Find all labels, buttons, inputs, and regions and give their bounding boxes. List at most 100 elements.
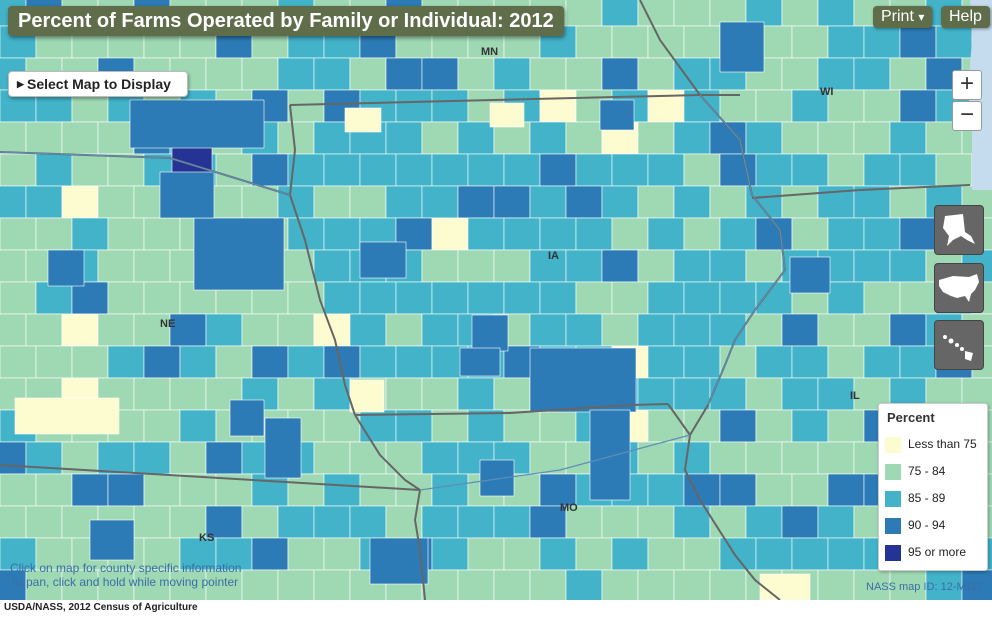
county-cell[interactable] [503,409,541,443]
county-cell[interactable] [889,57,927,91]
zoom-in-button[interactable]: + [952,70,982,100]
county-cell[interactable] [647,537,685,571]
county-cell[interactable] [673,249,711,283]
county-cell[interactable] [277,377,315,411]
county-cell[interactable] [421,505,459,539]
county-cell[interactable] [313,57,351,91]
county-cell[interactable] [241,185,279,219]
county-cell[interactable] [827,25,865,59]
county-cell[interactable] [601,57,639,91]
county-cell[interactable] [385,377,423,411]
county-cell[interactable] [817,0,855,27]
county-cell[interactable] [359,153,397,187]
county-cell[interactable] [539,409,577,443]
county-cell[interactable] [179,473,217,507]
county-cell[interactable] [827,281,865,315]
county-cell[interactable] [863,89,901,123]
county-cell[interactable] [205,441,243,475]
county-cell[interactable] [637,57,675,91]
county-cell[interactable] [601,313,639,347]
county-cell[interactable] [215,537,253,571]
county-cell[interactable] [781,0,819,27]
county-cell[interactable] [143,473,181,507]
county-cell[interactable] [719,281,757,315]
county-cell[interactable] [889,569,927,600]
county-cell[interactable] [169,377,207,411]
county-cell[interactable] [493,57,531,91]
county-cell[interactable] [61,185,99,219]
county-cell[interactable] [359,241,407,279]
county-cell[interactable] [385,185,423,219]
county-cell[interactable] [349,313,387,347]
county-cell[interactable] [457,505,495,539]
county-cell[interactable] [421,57,459,91]
county-cell[interactable] [575,281,613,315]
county-cell[interactable] [143,409,181,443]
county-cell[interactable] [467,409,505,443]
county-cell[interactable] [395,153,433,187]
select-map-button[interactable]: ▶ Select Map to Display [8,71,188,97]
county-cell[interactable] [601,185,639,219]
county-cell[interactable] [25,505,63,539]
county-cell[interactable] [493,121,531,155]
county-cell[interactable] [961,569,992,600]
county-cell[interactable] [0,441,27,475]
county-cell[interactable] [129,99,265,149]
county-cell[interactable] [431,89,469,123]
county-cell[interactable] [431,473,469,507]
county-cell[interactable] [637,121,675,155]
county-cell[interactable] [287,281,325,315]
county-cell[interactable] [97,441,135,475]
county-cell[interactable] [899,153,937,187]
county-cell[interactable] [133,249,171,283]
county-cell[interactable] [745,121,783,155]
county-cell[interactable] [889,121,927,155]
county-cell[interactable] [359,281,397,315]
county-cell[interactable] [719,473,757,507]
county-cell[interactable] [683,345,721,379]
county-cell[interactable] [781,441,819,475]
county-cell[interactable] [611,281,649,315]
county-cell[interactable] [565,0,603,27]
county-cell[interactable] [647,25,685,59]
county-cell[interactable] [853,313,891,347]
county-cell[interactable] [47,249,85,287]
county-cell[interactable] [899,345,937,379]
county-cell[interactable] [313,121,351,155]
county-cell[interactable] [817,57,855,91]
county-cell[interactable] [431,217,469,251]
county-cell[interactable] [421,249,459,283]
county-cell[interactable] [589,409,631,501]
county-cell[interactable] [61,121,99,155]
county-cell[interactable] [133,313,171,347]
county-cell[interactable] [457,57,495,91]
county-cell[interactable] [241,57,279,91]
county-cell[interactable] [97,185,135,219]
county-cell[interactable] [169,505,207,539]
county-cell[interactable] [493,505,531,539]
county-cell[interactable] [459,347,501,377]
county-cell[interactable] [601,0,639,27]
county-cell[interactable] [863,345,901,379]
county-cell[interactable] [313,441,351,475]
county-cell[interactable] [0,313,27,347]
county-cell[interactable] [817,377,855,411]
county-cell[interactable] [205,313,243,347]
county-cell[interactable] [277,57,315,91]
county-cell[interactable] [107,473,145,507]
county-cell[interactable] [71,281,109,315]
county-cell[interactable] [467,153,505,187]
county-cell[interactable] [323,537,361,571]
county-cell[interactable] [817,313,855,347]
county-cell[interactable] [457,569,495,600]
county-cell[interactable] [313,249,351,283]
county-cell[interactable] [673,569,711,600]
zoom-out-button[interactable]: − [952,101,982,131]
county-cell[interactable] [647,473,685,507]
county-cell[interactable] [755,345,793,379]
county-cell[interactable] [359,345,397,379]
county-cell[interactable] [781,57,819,91]
county-cell[interactable] [277,505,315,539]
county-cell[interactable] [529,505,567,539]
county-cell[interactable] [107,281,145,315]
